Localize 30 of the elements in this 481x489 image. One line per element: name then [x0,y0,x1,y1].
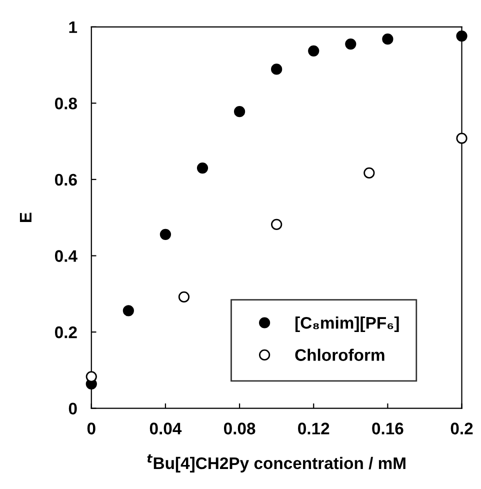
point [196,162,208,174]
point [271,64,282,75]
x-tick-label: 0.2 [450,422,473,434]
y-tick-label: 0 [68,402,77,415]
point [271,218,282,230]
y-tick-label: 0.2 [54,326,77,338]
point [345,38,356,50]
y-axis-title: E [20,212,32,222]
x-tick-label: 0.08 [224,422,256,434]
legend-label: Chloroform [295,348,384,361]
point [456,132,468,144]
point [178,291,190,302]
x-tick-label: 0.04 [150,422,182,434]
point [382,34,394,45]
point [308,45,320,56]
y-tick-label: 0.4 [54,250,78,262]
point [364,167,375,179]
y-tick-label: 0.6 [54,174,77,186]
x-tick-label: 0.12 [298,422,330,434]
point [234,106,246,118]
legend-label: [C₈mim][PF₆] [295,316,399,332]
x-tick-label: 0.16 [372,422,404,434]
point [86,371,97,382]
point [160,228,172,240]
point [456,30,468,42]
x-axis-title: $^{t}$Bu[4]CH2Py concentration / mM [147,454,406,472]
x-tick-label: 0 [87,422,96,434]
point [122,305,134,316]
y-tick-label: 1 [69,21,78,33]
y-tick-label: 0.8 [54,98,77,110]
